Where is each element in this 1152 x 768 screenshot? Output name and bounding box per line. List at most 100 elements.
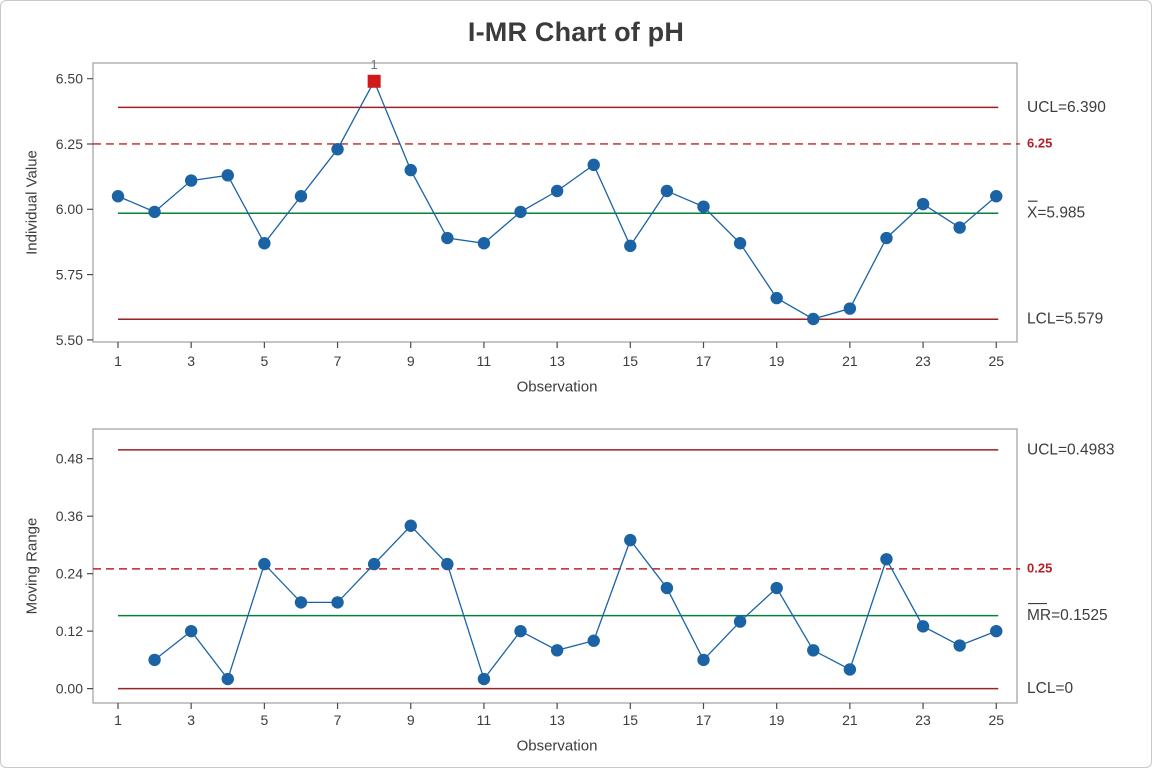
data-point-marker: [477, 237, 491, 250]
data-point-marker: [221, 672, 234, 686]
y-tick-label: 0.00: [56, 681, 83, 697]
plot-frame: [92, 428, 1018, 704]
x-tick-label: 1: [114, 712, 122, 728]
ucl-label: UCL=0.4983: [1027, 441, 1114, 458]
data-point-marker: [148, 205, 161, 219]
x-tick-label: 1: [114, 353, 122, 369]
series-line: [117, 79, 997, 320]
data-point-marker: [331, 143, 344, 156]
data-point-marker: [770, 291, 783, 305]
x-tick-label: 5: [260, 712, 268, 728]
data-point-marker: [221, 169, 234, 182]
data-point-marker: [770, 581, 783, 595]
data-point-marker: [331, 596, 344, 609]
x-tick-label: 15: [623, 353, 639, 369]
data-point-marker: [697, 653, 710, 667]
x-tick-label: 7: [334, 712, 342, 728]
data-point-marker: [514, 205, 527, 219]
x-tick-label: 25: [988, 353, 1004, 369]
data-point-marker: [624, 533, 637, 547]
page-title: I-MR Chart of pH: [467, 17, 685, 47]
x-tick-label: 3: [187, 353, 195, 369]
data-point-marker: [550, 184, 564, 198]
data-point-marker: [294, 596, 308, 609]
individuals-x-axis-title: Observation: [517, 378, 598, 395]
y-tick-label: 0.12: [56, 623, 83, 639]
center-line-label: MR=0.1525: [1027, 607, 1108, 624]
x-tick-label: 13: [549, 353, 565, 369]
moving-range-chart: 0.480.360.240.120.001 3 5 7 9 11 13 15 17 19 21 23 2…: [56, 428, 1114, 728]
y-tick-label: 6.25: [56, 136, 83, 152]
data-point-marker: [697, 200, 710, 213]
y-tick-label: 0.48: [56, 451, 83, 467]
y-tick-label: 5.75: [56, 267, 83, 283]
data-point-marker: [843, 663, 857, 676]
x-tick-label: 7: [334, 353, 342, 369]
data-point-marker: [148, 653, 161, 667]
data-point-marker: [733, 615, 747, 628]
data-point-marker: [733, 237, 747, 250]
data-point-marker: [367, 557, 381, 571]
data-point-marker: [184, 624, 198, 638]
x-tick-label: 17: [696, 712, 712, 728]
data-point-marker: [587, 158, 600, 172]
data-point-marker: [660, 581, 674, 595]
y-tick-label: 0.36: [56, 508, 83, 524]
moving-range-x-axis-title: Observation: [517, 737, 598, 754]
data-point-marker: [441, 557, 454, 571]
x-tick-label: 21: [842, 353, 858, 369]
data-point-marker: [953, 221, 966, 234]
individuals-y-axis-title: Individual Value: [23, 150, 40, 255]
data-point-marker: [111, 190, 125, 203]
spec-limit-label: 6.25: [1027, 136, 1052, 151]
data-point-marker: [807, 644, 820, 657]
out-of-control-marker: [367, 74, 381, 88]
x-tick-label: 9: [407, 353, 415, 369]
data-point-marker: [990, 624, 1003, 638]
x-tick-label: 23: [915, 712, 931, 728]
data-point-marker: [953, 639, 966, 652]
series-line: [154, 524, 997, 681]
x-tick-label: 11: [477, 353, 492, 369]
x-tick-label: 19: [769, 353, 785, 369]
x-tick-label: 23: [915, 353, 931, 369]
x-tick-label: 19: [769, 712, 785, 728]
data-point-marker: [294, 190, 308, 203]
plot-frame: [92, 62, 1018, 343]
data-point-marker: [404, 519, 417, 532]
x-tick-label: 13: [549, 712, 565, 728]
data-point-marker: [990, 190, 1003, 203]
data-point-marker: [807, 312, 820, 326]
data-point-marker: [404, 163, 417, 177]
data-point-marker: [441, 231, 454, 245]
x-tick-label: 21: [842, 712, 858, 728]
x-tick-label: 15: [623, 712, 639, 728]
data-point-marker: [880, 553, 893, 566]
spec-limit-label: 0.25: [1027, 560, 1052, 575]
data-point-marker: [258, 237, 271, 250]
x-tick-label: 11: [477, 712, 492, 728]
out-of-control-flag-label: 1: [371, 57, 378, 72]
x-tick-label: 25: [988, 712, 1004, 728]
data-point-marker: [880, 231, 893, 245]
center-line-label: X=5.985: [1027, 205, 1085, 222]
individuals-chart: 6.506.256.005.755.501 3 5 7 9 11 13 15 17 19 21 23 2…: [56, 57, 1106, 369]
y-tick-label: 6.50: [56, 71, 83, 87]
data-point-marker: [184, 174, 198, 187]
x-tick-label: 3: [187, 712, 195, 728]
x-tick-label: 17: [696, 353, 712, 369]
ucl-label: UCL=6.390: [1027, 99, 1106, 116]
data-point-marker: [916, 620, 930, 633]
data-point-marker: [916, 197, 930, 211]
data-point-marker: [843, 302, 857, 315]
moving-range-y-axis-title: Moving Range: [23, 518, 40, 615]
x-tick-label: 5: [260, 353, 268, 369]
x-tick-label: 9: [407, 712, 415, 728]
data-point-marker: [477, 672, 491, 686]
data-point-marker: [587, 634, 600, 647]
lcl-label: LCL=5.579: [1027, 311, 1103, 328]
y-tick-label: 6.00: [56, 201, 83, 217]
data-point-marker: [550, 644, 564, 657]
